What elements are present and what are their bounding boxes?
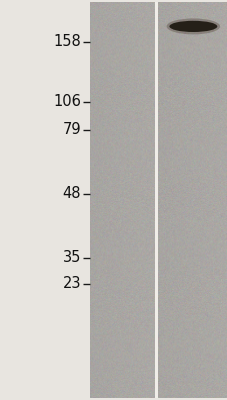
Text: 158: 158	[53, 34, 81, 50]
Ellipse shape	[169, 21, 216, 32]
Text: 48: 48	[62, 186, 81, 202]
Text: 23: 23	[62, 276, 81, 292]
Text: 79: 79	[62, 122, 81, 138]
Text: 35: 35	[62, 250, 81, 266]
Ellipse shape	[166, 18, 219, 34]
Bar	[154, 2, 158, 398]
Text: 106: 106	[53, 94, 81, 110]
